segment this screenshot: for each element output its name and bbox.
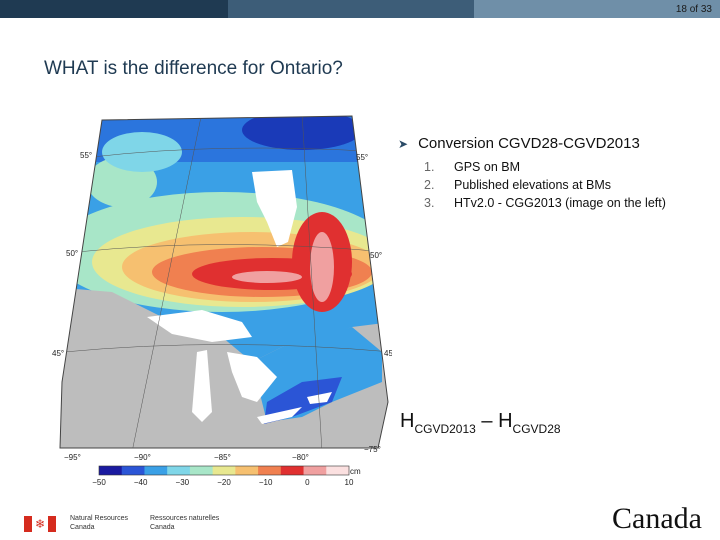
lat-label-left-55: 55°: [80, 151, 92, 160]
colorbar-unit: cm: [350, 467, 361, 476]
list-text: Published elevations at BMs: [454, 178, 612, 192]
banner-segment-light: [474, 0, 720, 18]
colorbar-tick-label: −10: [259, 478, 273, 487]
lon-label-90: −90°: [134, 453, 151, 462]
dept-fr-line2: Canada: [150, 524, 175, 531]
dept-fr-line1: Ressources naturelles: [150, 515, 220, 522]
slide-title: WHAT is the difference for Ontario?: [44, 58, 343, 79]
banner-segment-mid: [228, 0, 474, 18]
geoid-difference-map: 55° 50° 45° 55° 50° 45° −95° −90° −85° −…: [52, 112, 396, 492]
colorbar-swatch: [326, 466, 350, 475]
department-name-english: Natural Resources Canada: [70, 514, 128, 532]
height-difference-formula: HCGVD2013 – HCGVD28: [400, 410, 561, 436]
formula-sub1: CGVD2013: [414, 422, 476, 436]
list-number: 3.: [424, 196, 435, 210]
colorbar-swatch: [303, 466, 327, 475]
colorbar-tick-label: 10: [345, 478, 354, 487]
colorbar-swatch: [280, 466, 305, 475]
numbered-list: 1. GPS on BM 2. Published elevations at …: [398, 160, 708, 210]
list-item: 2. Published elevations at BMs: [398, 178, 708, 192]
formula-h1: H: [400, 410, 415, 432]
formula-sub2: CGVD28: [512, 422, 561, 436]
lat-label-left-45: 45°: [52, 349, 64, 358]
arrow-bullet-icon: ➤: [398, 136, 409, 151]
dept-en-line1: Natural Resources: [70, 515, 128, 522]
list-text: GPS on BM: [454, 160, 520, 174]
banner-segment-dark: [0, 0, 228, 18]
top-banner: [0, 0, 720, 18]
slide-number: 18 of 33: [675, 4, 712, 15]
bullet-block: ➤ Conversion CGVD28-CGVD2013 1. GPS on B…: [398, 135, 708, 214]
lon-label-80: −80°: [292, 453, 309, 462]
wordmark-text: Canada: [612, 502, 702, 535]
colorbar-tick-label: −20: [217, 478, 231, 487]
bullet-main-text: Conversion CGVD28-CGVD2013: [418, 135, 640, 152]
dept-en-line2: Canada: [70, 524, 95, 531]
footer: ❄ Natural Resources Canada Ressources na…: [0, 500, 720, 540]
colorbar-swatch: [258, 466, 282, 475]
bullet-main: ➤ Conversion CGVD28-CGVD2013: [398, 135, 708, 152]
colorbar-tick-label: 0: [305, 478, 310, 487]
colorbar-tick-label: −50: [92, 478, 106, 487]
colorbar-swatch: [121, 466, 145, 475]
list-item: 3. HTv2.0 - CGG2013 (image on the left): [398, 196, 708, 210]
colorbar-swatch: [189, 466, 214, 475]
lat-label-right-50: 50°: [370, 251, 382, 260]
colorbar-swatch: [99, 466, 123, 475]
department-name-french: Ressources naturelles Canada: [150, 514, 219, 532]
colorbar-tick-label: −30: [176, 478, 190, 487]
map-svg: 55° 50° 45° 55° 50° 45° −95° −90° −85° −…: [52, 115, 396, 487]
colorbar-tick-label: −40: [134, 478, 148, 487]
lon-label-85: −85°: [214, 453, 231, 462]
formula-minus: –: [475, 410, 499, 432]
formula-h2: H: [498, 410, 513, 432]
list-number: 2.: [424, 178, 435, 192]
colorbar-swatch: [167, 466, 191, 475]
lon-label-75: −75°: [364, 445, 381, 454]
colorbar: [98, 465, 350, 476]
list-number: 1.: [424, 160, 435, 174]
lat-label-left-50: 50°: [66, 249, 78, 258]
list-text: HTv2.0 - CGG2013 (image on the left): [454, 196, 666, 210]
colorbar-swatch: [144, 466, 168, 475]
lat-label-right-55: 55°: [356, 153, 368, 162]
colorbar-border: [98, 465, 350, 476]
list-item: 1. GPS on BM: [398, 160, 708, 174]
colorbar-swatch: [212, 466, 236, 475]
colorbar-swatch: [235, 466, 259, 475]
canada-wordmark: Canada: [612, 502, 702, 536]
lon-label-95: −95°: [64, 453, 81, 462]
lat-label-right-45: 45°: [384, 349, 392, 358]
canada-flag-icon: ❄: [24, 516, 56, 532]
